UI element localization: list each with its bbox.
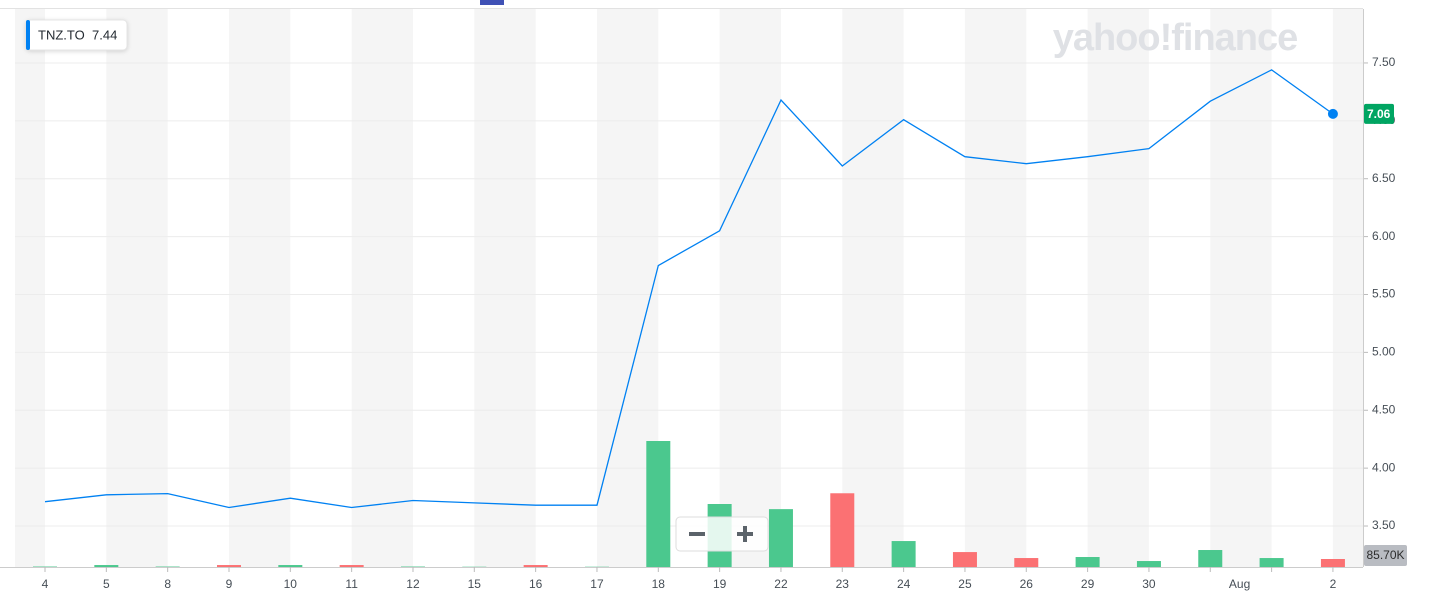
volume-bar xyxy=(1136,561,1161,567)
x-tick-label: 23 xyxy=(836,577,850,591)
x-tick-label: 11 xyxy=(345,577,358,591)
price-tag-label: 7.06 xyxy=(1367,107,1391,121)
volume-bar xyxy=(1075,557,1100,567)
column-shade xyxy=(15,9,45,567)
volume-tag xyxy=(1364,545,1407,566)
x-tick-label: 19 xyxy=(713,577,727,591)
column-shade xyxy=(1087,9,1149,567)
y-tick-label: 6.00 xyxy=(1372,229,1396,243)
background xyxy=(15,9,1363,567)
y-tick-label: 5.50 xyxy=(1372,287,1396,301)
column-shade xyxy=(719,9,781,567)
column-shade xyxy=(228,9,291,567)
zoom-out-icon xyxy=(689,532,705,536)
x-tick-label: 17 xyxy=(590,577,604,591)
volume-bar xyxy=(768,509,793,567)
volume-bar xyxy=(1198,550,1223,567)
volume-bar xyxy=(1259,558,1284,567)
volume-bar xyxy=(523,565,548,567)
zoom-in-icon xyxy=(743,526,747,542)
volume-bar xyxy=(216,565,241,567)
volume-bar xyxy=(1320,559,1345,567)
x-month-label: Aug xyxy=(1229,577,1250,591)
y-tick-label: 4.50 xyxy=(1372,402,1396,416)
x-tick-label: 26 xyxy=(1020,577,1034,591)
y-tick-label: 3.50 xyxy=(1372,518,1396,532)
x-tick-label: 25 xyxy=(958,577,972,591)
watermark: yahoo!finance xyxy=(1053,17,1298,59)
x-tick-label: 22 xyxy=(774,577,788,591)
legend-marker xyxy=(26,20,30,50)
x-tick-label: 29 xyxy=(1081,577,1095,591)
x-tick-label: 30 xyxy=(1142,577,1156,591)
y-tick-label: 7.50 xyxy=(1372,55,1396,69)
column-shade xyxy=(351,9,413,567)
last-point xyxy=(1327,108,1338,119)
x-tick-label: 5 xyxy=(103,577,110,591)
zoom-control[interactable] xyxy=(675,516,769,552)
zoom-box xyxy=(675,516,769,552)
column-shade xyxy=(842,9,904,567)
x-tick-label: 9 xyxy=(226,577,233,591)
legend-value: 7.44 xyxy=(92,27,117,42)
price-line xyxy=(44,69,1334,509)
x-tick-label: 24 xyxy=(897,577,911,591)
volume-bar xyxy=(646,441,671,567)
x-tick-label: 16 xyxy=(529,577,543,591)
y-tick-label: 5.00 xyxy=(1372,345,1396,359)
volume-bar xyxy=(952,552,977,567)
y-tick-label: 4.00 xyxy=(1372,460,1396,474)
x-tick-label: 10 xyxy=(284,577,298,591)
x-tick-label: 12 xyxy=(406,577,420,591)
x-tick-label: 2 xyxy=(1330,577,1337,591)
volume-bar xyxy=(891,541,916,567)
x-tick-label: 15 xyxy=(468,577,482,591)
volume-bar xyxy=(339,565,364,567)
x-tick-label: 18 xyxy=(652,577,666,591)
column-shade xyxy=(1210,9,1272,567)
x-tick-label: 8 xyxy=(164,577,171,591)
legend-name: TNZ.TO xyxy=(38,27,85,42)
column-shade xyxy=(474,9,536,567)
volume-bar xyxy=(1014,558,1039,567)
top-indicator xyxy=(480,0,504,5)
column-shade xyxy=(1332,9,1363,567)
price-tag xyxy=(1364,103,1394,124)
volume-tag-label: 85.70K xyxy=(1366,548,1404,562)
x-tick-label: 4 xyxy=(42,577,49,591)
column-shade xyxy=(106,9,168,567)
volume-bar xyxy=(94,565,119,567)
volume-bar xyxy=(278,565,303,567)
volume-bar xyxy=(830,493,855,567)
y-tick-label: 6.50 xyxy=(1372,171,1396,185)
column-shade xyxy=(964,9,1027,567)
